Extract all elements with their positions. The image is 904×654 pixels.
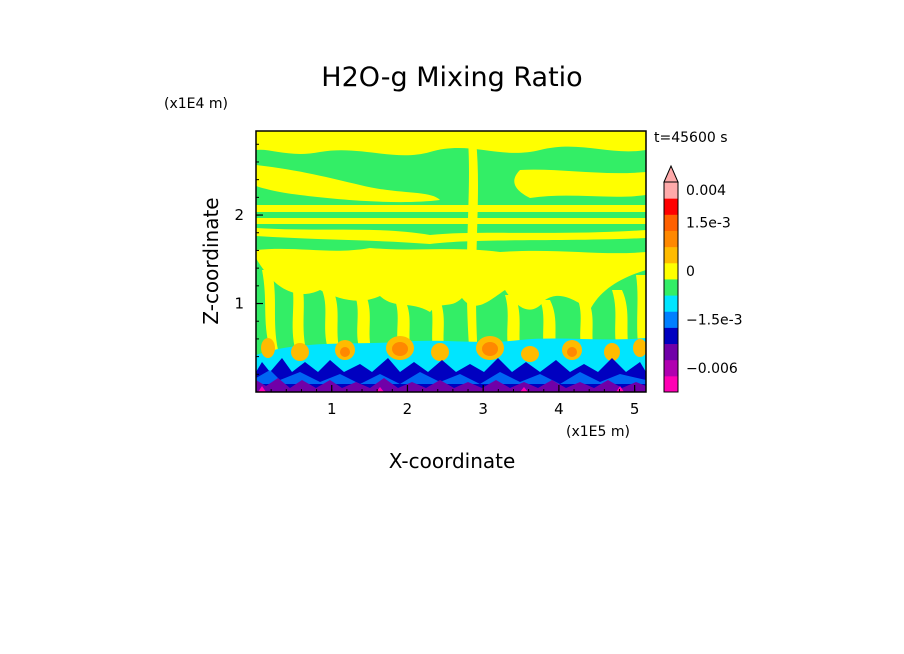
colorbar-segment bbox=[664, 311, 678, 328]
colorbar-labels: 0.004 1.5e-3 0 −1.5e-3 −0.006 bbox=[686, 183, 743, 377]
colorbar-segment bbox=[664, 230, 678, 248]
plume-12 bbox=[636, 275, 646, 356]
colorbar-segment bbox=[664, 343, 678, 361]
x-tick-label: 3 bbox=[478, 400, 488, 418]
yellow-mid-mass bbox=[256, 248, 646, 312]
orange-blob bbox=[521, 346, 539, 362]
plume-2 bbox=[290, 275, 306, 352]
colorbar bbox=[663, 164, 679, 393]
colorbar-label: 0 bbox=[686, 264, 695, 280]
colorbar-arrow bbox=[663, 164, 679, 183]
x-tick-label: 2 bbox=[403, 400, 413, 418]
y-ticks: 12 bbox=[234, 143, 263, 375]
colorbar-frame bbox=[663, 181, 679, 393]
orange-blob bbox=[261, 338, 275, 358]
orange-blob bbox=[340, 347, 350, 357]
colorbar-segment bbox=[664, 182, 678, 199]
x-tick-label: 1 bbox=[327, 400, 337, 418]
chart-title: H2O-g Mixing Ratio bbox=[321, 62, 582, 93]
colorbar-segment bbox=[664, 198, 678, 215]
x-tick-label: 5 bbox=[630, 400, 640, 418]
colorbar-segment bbox=[664, 359, 678, 377]
plume-7 bbox=[466, 140, 478, 360]
purple-base bbox=[256, 378, 646, 392]
colorbar-label: 1.5e-3 bbox=[686, 215, 731, 231]
plume-1 bbox=[262, 270, 278, 350]
colorbar-segment bbox=[664, 278, 678, 296]
x-tick-label: 4 bbox=[554, 400, 564, 418]
orange-blob bbox=[604, 343, 620, 361]
yellow-band-2km-c bbox=[256, 228, 646, 244]
plot-frame bbox=[255, 130, 647, 393]
y-axis-label: Z-coordinate bbox=[199, 197, 223, 324]
colorbar-segment bbox=[664, 262, 678, 280]
cyan-wisps bbox=[256, 370, 646, 384]
orange-blobs bbox=[261, 336, 646, 362]
colorbar-segment bbox=[664, 295, 678, 312]
colorbar-label: 0.004 bbox=[686, 183, 726, 199]
colorbar-label: −1.5e-3 bbox=[686, 312, 743, 328]
x-scale-label: (x1E5 m) bbox=[566, 424, 630, 440]
yellow-patch-upper-right bbox=[514, 169, 646, 198]
yellow-patch-upper-left bbox=[256, 165, 440, 203]
yellow-layer-top bbox=[256, 131, 646, 156]
orange-blob bbox=[392, 342, 408, 356]
y-scale-label: (x1E4 m) bbox=[164, 96, 228, 112]
colorbar-segment bbox=[664, 214, 678, 231]
orange-blob bbox=[633, 339, 646, 357]
plume-4 bbox=[355, 295, 372, 355]
yellow-band-2km-b bbox=[256, 218, 646, 224]
x-axis-label: X-coordinate bbox=[389, 449, 516, 473]
colorbar-segment bbox=[664, 246, 678, 264]
contour-field bbox=[256, 131, 646, 392]
orange-blob bbox=[567, 347, 577, 357]
orange-blob bbox=[291, 343, 309, 361]
yellow-band-2km-a bbox=[256, 205, 646, 212]
orange-blob bbox=[482, 342, 498, 356]
colorbar-segment bbox=[664, 327, 678, 345]
plume-3 bbox=[322, 290, 340, 355]
colorbar-label: −0.006 bbox=[686, 361, 738, 377]
y-tick-label: 2 bbox=[234, 206, 244, 224]
time-label: t=45600 s bbox=[654, 130, 728, 146]
colorbar-segment bbox=[664, 375, 678, 393]
orange-blob bbox=[431, 343, 449, 361]
blue-plume-tops bbox=[256, 358, 646, 372]
y-tick-label: 1 bbox=[234, 295, 244, 313]
x-ticks: 1 2 3 4 5 bbox=[270, 385, 640, 418]
